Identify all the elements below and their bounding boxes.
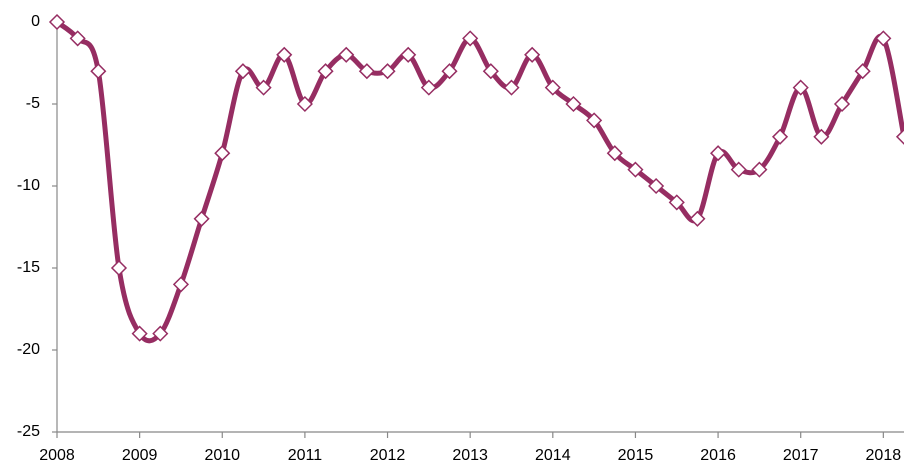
marker bbox=[255, 79, 272, 96]
y-tick-label: 0 bbox=[31, 13, 40, 30]
marker bbox=[358, 63, 375, 80]
x-tick-label: 2009 bbox=[122, 447, 158, 463]
marker bbox=[234, 63, 251, 80]
y-tick-label: -5 bbox=[26, 95, 40, 112]
marker bbox=[462, 30, 479, 47]
x-tick-label: 2015 bbox=[618, 447, 654, 463]
x-tick-label: 2010 bbox=[204, 447, 240, 463]
marker bbox=[895, 128, 904, 145]
marker bbox=[586, 112, 603, 129]
y-tick-label: -20 bbox=[17, 341, 40, 358]
x-tick-label: 2012 bbox=[370, 447, 406, 463]
line bbox=[55, 19, 904, 344]
marker bbox=[131, 325, 148, 342]
marker bbox=[172, 276, 190, 293]
marker bbox=[524, 46, 541, 63]
marker bbox=[90, 63, 107, 80]
marker bbox=[193, 210, 210, 227]
marker bbox=[668, 194, 685, 211]
y-tick-label: -15 bbox=[17, 259, 40, 276]
x-tick-label: 2016 bbox=[700, 447, 736, 463]
x-tick-label: 2018 bbox=[866, 447, 902, 463]
marker bbox=[317, 63, 334, 80]
marker bbox=[792, 79, 809, 96]
y-tick-label: -25 bbox=[17, 423, 40, 440]
marker bbox=[503, 79, 520, 96]
marker bbox=[710, 145, 727, 162]
marker bbox=[152, 325, 169, 342]
x-tick-label: 2011 bbox=[288, 447, 323, 463]
marker bbox=[875, 30, 892, 47]
marker bbox=[276, 46, 293, 63]
x-tick-label: 2008 bbox=[39, 447, 75, 463]
marker bbox=[833, 95, 851, 113]
marker bbox=[854, 63, 871, 80]
x-tick-label: 2017 bbox=[783, 447, 819, 463]
x-tick-label: 2014 bbox=[535, 447, 571, 463]
marker bbox=[379, 63, 396, 80]
marker bbox=[544, 79, 561, 96]
marker bbox=[482, 63, 499, 80]
marker bbox=[441, 63, 458, 80]
marker bbox=[338, 46, 355, 63]
x-tick-label: 2013 bbox=[452, 447, 488, 463]
marker bbox=[420, 79, 437, 96]
marker bbox=[296, 95, 313, 113]
marker bbox=[69, 30, 86, 47]
y-tick-label: -10 bbox=[17, 177, 40, 194]
marker bbox=[771, 128, 789, 145]
marker bbox=[813, 128, 830, 145]
marker bbox=[48, 13, 66, 31]
marker bbox=[110, 259, 128, 277]
marker bbox=[751, 161, 768, 178]
marker bbox=[689, 210, 706, 227]
marker bbox=[606, 145, 623, 162]
marker bbox=[214, 145, 231, 162]
marker bbox=[730, 161, 747, 178]
marker bbox=[400, 46, 417, 63]
marker bbox=[648, 177, 665, 195]
marker bbox=[627, 161, 644, 178]
marker bbox=[565, 95, 582, 113]
